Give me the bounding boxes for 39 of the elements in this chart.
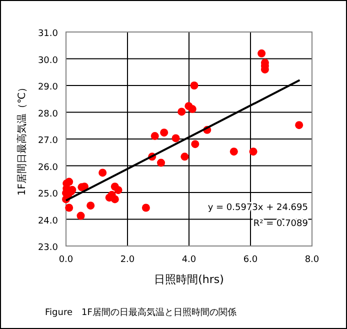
x-tick-label: 0.0: [58, 255, 74, 265]
point: [249, 148, 258, 156]
x-tick-label: 8.0: [304, 255, 320, 265]
point: [157, 158, 166, 167]
x-tick-label: 6.0: [243, 255, 258, 265]
point: [180, 152, 189, 161]
caption: Figure 1F居間の日最高気温と日照時間の関係: [45, 307, 236, 318]
y-tick-label: 28.0: [38, 109, 58, 120]
point: [191, 140, 200, 148]
y-tick-label: 27.0: [38, 136, 58, 146]
point: [86, 202, 95, 210]
point: [188, 105, 196, 114]
y-axis-title: 1F居間日最高気温（℃）: [16, 82, 28, 196]
x-tick-label: 4.0: [182, 255, 196, 265]
point: [110, 195, 119, 204]
point: [65, 204, 74, 212]
y-tick-label: 24.0: [38, 216, 58, 226]
y-tick-label: 25.0: [38, 190, 58, 200]
x-tick-label: 2.0: [120, 255, 135, 265]
point: [258, 49, 266, 58]
point: [160, 128, 168, 137]
point: [150, 132, 159, 140]
point: [142, 204, 150, 212]
point: [172, 134, 180, 142]
point: [65, 178, 74, 186]
y-tick-label: 30.0: [38, 56, 58, 66]
y-tick-label: 23.0: [38, 243, 58, 253]
point: [76, 212, 85, 220]
point: [114, 186, 122, 194]
point: [98, 168, 107, 177]
y-tick-label: 31.0: [38, 29, 58, 39]
y-tick-label: 26.0: [38, 162, 58, 173]
point: [295, 121, 304, 130]
point: [230, 148, 238, 156]
point: [178, 108, 186, 116]
point: [190, 82, 198, 90]
y-tick-label: 29.0: [38, 82, 58, 92]
annotation: R² = 0.7089: [253, 219, 308, 229]
x-axis-title: 日照時間(hrs): [154, 273, 224, 286]
